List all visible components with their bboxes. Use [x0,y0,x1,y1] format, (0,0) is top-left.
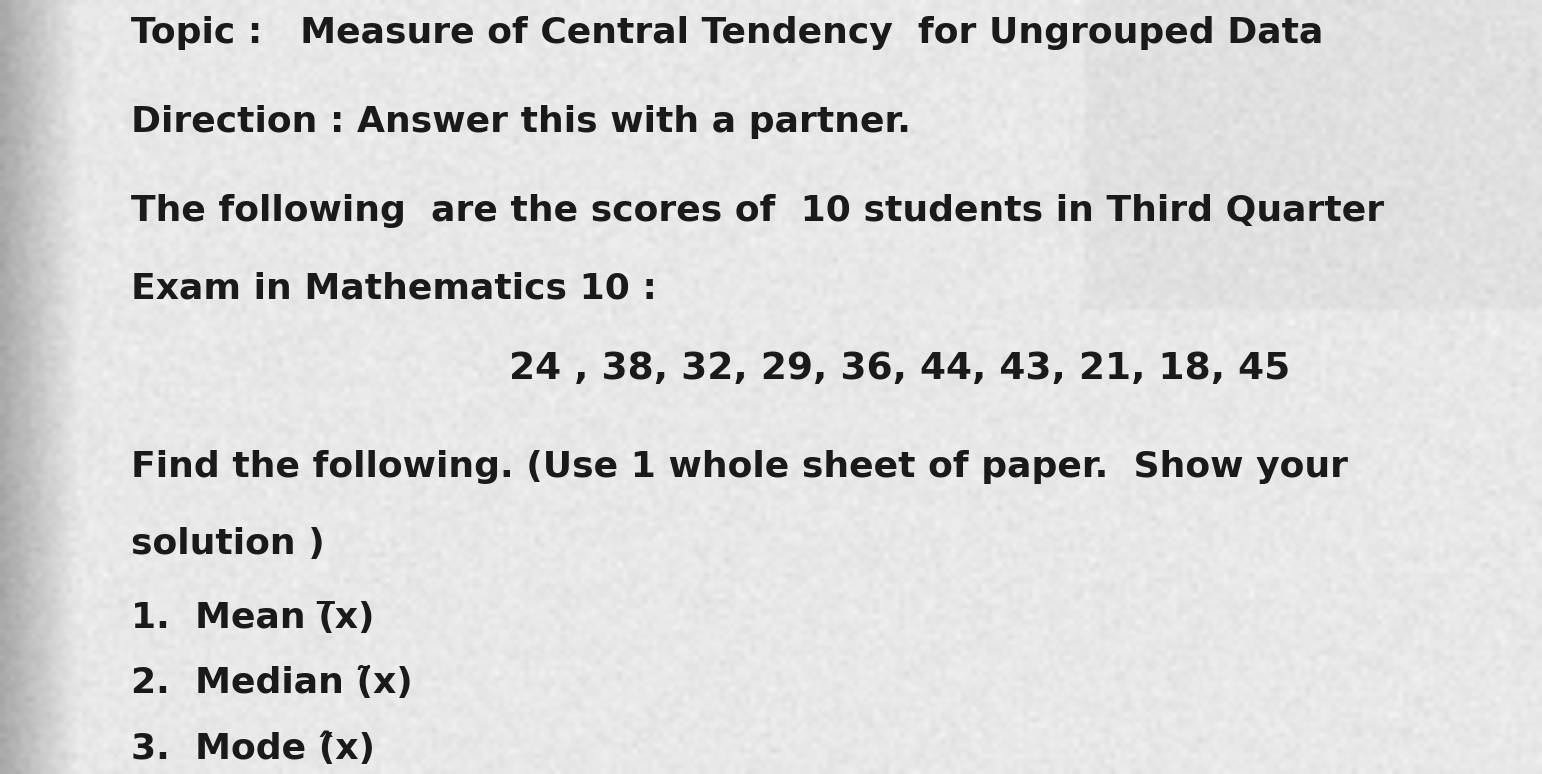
Text: Direction : Answer this with a partner.: Direction : Answer this with a partner. [131,105,911,139]
Text: 24 , 38, 32, 29, 36, 44, 43, 21, 18, 45: 24 , 38, 32, 29, 36, 44, 43, 21, 18, 45 [509,351,1291,387]
Text: 3.  Mode (̂x): 3. Mode (̂x) [131,732,375,766]
Text: Exam in Mathematics 10 :: Exam in Mathematics 10 : [131,272,657,306]
Text: solution ): solution ) [131,527,325,561]
Text: Topic :   Measure of Central Tendency  for Ungrouped Data: Topic : Measure of Central Tendency for … [131,16,1323,50]
Text: 1.  Mean (̅x): 1. Mean (̅x) [131,601,375,635]
Text: The following  are the scores of  10 students in Third Quarter: The following are the scores of 10 stude… [131,194,1385,228]
Text: Find the following. (Use 1 whole sheet of paper.  Show your: Find the following. (Use 1 whole sheet o… [131,450,1348,484]
Text: 2.  Median (̃x): 2. Median (̃x) [131,666,413,700]
